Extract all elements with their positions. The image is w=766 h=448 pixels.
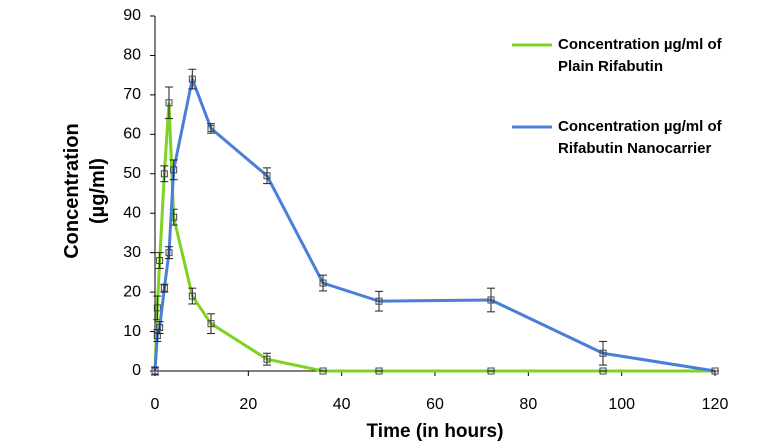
legend-label: Concentration µg/ml of Rifabutin Nanocar… <box>558 118 722 157</box>
y-tick-label: 80 <box>123 47 141 64</box>
y-tick-label: 70 <box>123 86 141 103</box>
error-bar <box>165 86 173 120</box>
marker <box>207 124 215 132</box>
series-line <box>153 102 715 373</box>
error-bar <box>165 246 173 260</box>
error-bar <box>155 321 164 335</box>
marker <box>170 166 178 174</box>
y-tick-label: 0 <box>132 362 141 379</box>
marker <box>487 367 495 375</box>
marker <box>263 172 271 180</box>
x-tick-label: 100 <box>608 396 635 413</box>
x-tick-label: 20 <box>239 396 257 413</box>
marker <box>263 355 271 363</box>
error-bar <box>188 68 197 90</box>
x-tick-label: 60 <box>426 396 444 413</box>
marker <box>160 170 168 178</box>
marker <box>153 332 161 339</box>
x-tick-label: 40 <box>333 396 351 413</box>
y-tick-label: 50 <box>123 165 141 182</box>
marker <box>165 249 173 257</box>
error-bar <box>263 352 271 366</box>
marker <box>319 367 327 375</box>
marker <box>599 349 607 357</box>
y-tick-label: 40 <box>123 204 141 221</box>
series-line <box>153 73 716 373</box>
marker <box>188 75 196 83</box>
y-tick-label: 10 <box>123 323 141 340</box>
marker <box>156 257 164 265</box>
marker <box>160 284 168 292</box>
error-bar <box>263 167 271 185</box>
error-bar <box>155 252 164 269</box>
error-bar <box>319 274 327 292</box>
error-bar <box>169 159 178 181</box>
marker <box>151 367 159 375</box>
error-bar <box>207 313 215 335</box>
error-bar <box>375 290 383 312</box>
marker <box>207 320 215 328</box>
error-bar <box>188 287 197 305</box>
y-axis-label: Concentration (µg/ml) <box>61 123 109 259</box>
marker <box>188 292 196 300</box>
legend-label: Concentration µg/ml of Plain Rifabutin <box>558 36 722 75</box>
error-bar <box>599 340 607 366</box>
marker <box>375 297 383 305</box>
x-axis-label: Time (in hours) <box>367 421 504 442</box>
y-tick-label: 20 <box>123 283 141 300</box>
marker <box>711 367 719 375</box>
y-tick-label: 90 <box>123 7 141 24</box>
marker <box>319 279 327 287</box>
marker <box>156 324 164 332</box>
x-tick-label: 120 <box>702 396 729 413</box>
marker <box>599 367 607 375</box>
marker <box>165 99 173 107</box>
error-bar <box>487 287 495 313</box>
x-tick-label: 0 <box>151 396 160 413</box>
y-tick-label: 60 <box>123 126 141 143</box>
marker <box>487 296 495 304</box>
marker <box>153 304 161 312</box>
marker <box>375 367 383 375</box>
x-tick-label: 80 <box>519 396 537 413</box>
error-bar <box>160 165 169 183</box>
y-tick-label: 30 <box>123 244 141 261</box>
